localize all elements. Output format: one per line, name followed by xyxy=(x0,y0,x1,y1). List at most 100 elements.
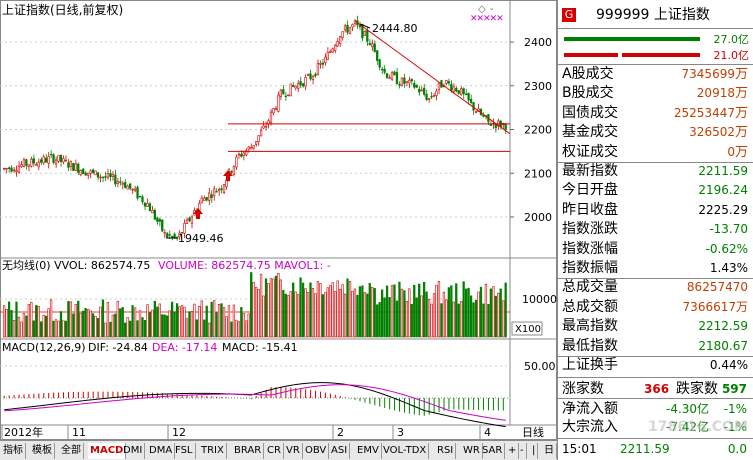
volume-bar xyxy=(183,306,186,338)
tab-cr[interactable]: CR xyxy=(265,443,284,459)
candle-body xyxy=(104,176,107,178)
candle-body xyxy=(395,72,399,85)
candle-body xyxy=(232,165,236,175)
tab-obv[interactable]: OBV xyxy=(303,443,330,459)
candle-body xyxy=(20,164,23,167)
panel-row: 指数振幅 1.43% xyxy=(558,260,753,278)
volume-bar xyxy=(235,319,238,338)
volume-bar xyxy=(49,299,53,338)
tab-[interactable]: - xyxy=(518,443,527,459)
candle-body xyxy=(304,77,307,87)
candle-body xyxy=(222,184,226,193)
volume-bar xyxy=(79,312,82,338)
panel-row-label: 指数振幅 xyxy=(562,260,618,276)
kline-chart-svg[interactable]: 2400 2300 2200 2100 2000 2444.80 1949.46 无均线(0)… xyxy=(0,0,557,440)
candle-body xyxy=(67,162,70,168)
volume-bar xyxy=(277,273,280,338)
volume-bar xyxy=(200,300,203,338)
candle-body xyxy=(299,81,302,86)
panel-row-label: 总成交量 xyxy=(562,279,618,296)
candle-body xyxy=(242,152,245,157)
tab-[interactable]: 日线 xyxy=(542,443,557,459)
volume-bar xyxy=(282,289,285,338)
volume-bar xyxy=(469,295,473,338)
tab-voltdx[interactable]: VOL-TDX xyxy=(381,443,430,459)
tab-[interactable]: | xyxy=(530,443,539,459)
panel-row-value: 2225.29 xyxy=(698,204,748,216)
tab-vr[interactable]: VR xyxy=(284,443,303,459)
tab-brar[interactable]: BRAR xyxy=(232,443,265,459)
volume-bar xyxy=(198,306,201,338)
candle-body xyxy=(368,43,371,46)
volume-bar xyxy=(289,291,292,338)
candle-body xyxy=(148,203,152,212)
volume-bar xyxy=(32,320,35,338)
volume-bar xyxy=(185,318,189,338)
tab-trix[interactable]: TRIX xyxy=(199,443,227,459)
candle-body xyxy=(462,88,465,95)
volume-bar xyxy=(452,301,455,338)
panel-row-label: B股成交 xyxy=(562,85,614,102)
panel-row-label: 昨日收盘 xyxy=(562,201,618,218)
volume-bar xyxy=(173,311,176,338)
tab-wr[interactable]: WR xyxy=(461,443,483,459)
panel-row-number: 2211.59 xyxy=(698,164,748,178)
candle-body xyxy=(126,185,129,190)
candle-body xyxy=(82,168,85,174)
diamond-icon[interactable]: ◇ xyxy=(478,4,486,15)
minus-icon[interactable]: - xyxy=(490,4,494,15)
volume-bar xyxy=(296,294,300,338)
macd-dif-line xyxy=(4,382,506,428)
volume-bar xyxy=(10,310,13,338)
volume-bar xyxy=(316,281,320,338)
volume-bar xyxy=(420,295,423,338)
candle-body xyxy=(89,170,92,174)
volume-bar xyxy=(482,303,485,338)
panel-row-unit: 万 xyxy=(734,67,748,82)
tab-asi[interactable]: ASI xyxy=(329,443,351,459)
panel-row-value: -0.62% xyxy=(706,243,748,255)
panel-row: 基金成交 326502万 xyxy=(558,124,753,142)
candle-body xyxy=(99,176,102,179)
panel-row-value: 326502万 xyxy=(689,126,748,139)
candle-body xyxy=(151,210,154,214)
volume-bar xyxy=(358,286,362,338)
candle-body xyxy=(393,71,396,76)
volume-bar xyxy=(494,295,497,338)
volume-bar xyxy=(104,322,107,338)
volume-bar xyxy=(341,284,344,338)
candle-body xyxy=(96,172,100,178)
tab-fsl[interactable]: FSL xyxy=(173,443,196,459)
volume-bar xyxy=(99,306,102,338)
volume-bar xyxy=(64,320,68,338)
tab-macd[interactable]: MACD xyxy=(88,443,127,459)
tab-[interactable]: + xyxy=(506,443,520,459)
volume-bar xyxy=(116,300,119,338)
candle-body xyxy=(373,43,376,53)
volume-bar xyxy=(477,291,480,338)
panel-row-value: 2212.59 xyxy=(698,320,748,332)
indicator-tab-bar: 指标 模板 全部 MACD DMI DMA FSL TRIX BRAR CR VR OBV ASI EMV… xyxy=(0,440,557,460)
tab-[interactable]: 模板 xyxy=(30,443,55,459)
tab-[interactable]: 全部 xyxy=(59,443,84,459)
tab-emv[interactable]: EMV xyxy=(355,443,382,459)
volume-bar xyxy=(220,303,223,338)
candle-body xyxy=(183,223,186,234)
volume-bar xyxy=(96,317,100,338)
tab-rsi[interactable]: RSI xyxy=(435,443,457,459)
tab-dma[interactable]: DMA xyxy=(147,443,176,459)
tab-[interactable]: 指标 xyxy=(1,443,26,459)
candle-body xyxy=(287,94,290,96)
kline-chart-area[interactable]: 2400 2300 2200 2100 2000 2444.80 1949.46 无均线(0)… xyxy=(0,0,557,440)
tab-dmi[interactable]: DMI xyxy=(121,443,146,459)
candle-body xyxy=(42,156,45,163)
tab-sar[interactable]: SAR xyxy=(480,443,506,459)
panel-row-value: 2196.24 xyxy=(698,184,748,196)
candle-body xyxy=(91,169,95,173)
candle-body xyxy=(10,167,13,172)
candle-body xyxy=(311,76,315,80)
volume-bar xyxy=(376,304,379,338)
time-axis-label: 12 xyxy=(172,426,186,439)
volume-bar xyxy=(269,278,273,338)
candle-body xyxy=(237,153,240,156)
